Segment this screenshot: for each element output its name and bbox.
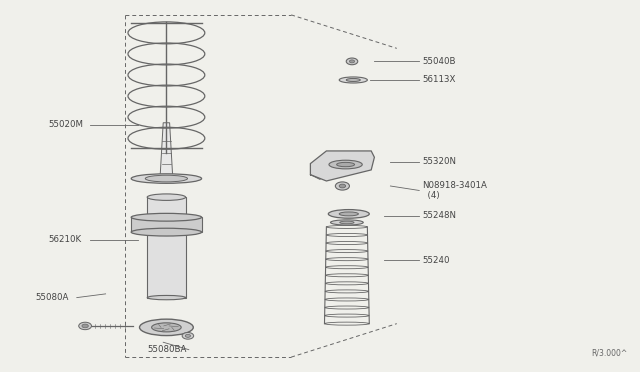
Text: 55248N: 55248N (422, 211, 456, 220)
Ellipse shape (145, 175, 188, 182)
Ellipse shape (330, 220, 364, 225)
Ellipse shape (147, 194, 186, 201)
Ellipse shape (339, 77, 367, 83)
Circle shape (339, 184, 346, 188)
Ellipse shape (346, 78, 360, 81)
Ellipse shape (329, 160, 362, 169)
Ellipse shape (131, 174, 202, 183)
Circle shape (349, 60, 355, 63)
Circle shape (79, 322, 92, 330)
Circle shape (346, 58, 358, 65)
Text: 55020M: 55020M (48, 120, 83, 129)
Text: 55080BA: 55080BA (147, 345, 187, 354)
Polygon shape (160, 123, 173, 179)
Text: N08918-3401A
  (4): N08918-3401A (4) (422, 181, 487, 200)
Text: 55040B: 55040B (422, 57, 456, 66)
Ellipse shape (131, 228, 202, 236)
Ellipse shape (328, 209, 369, 218)
Text: 55080A: 55080A (35, 293, 68, 302)
Text: 56210K: 56210K (48, 235, 81, 244)
Ellipse shape (340, 221, 354, 224)
Ellipse shape (339, 212, 358, 216)
Text: 55240: 55240 (422, 256, 450, 265)
Polygon shape (310, 151, 374, 181)
Circle shape (335, 182, 349, 190)
Polygon shape (131, 217, 202, 232)
Text: 55320N: 55320N (422, 157, 456, 166)
Text: R/3.000^: R/3.000^ (591, 348, 627, 357)
Ellipse shape (131, 214, 202, 221)
Ellipse shape (152, 323, 181, 332)
Text: 56113X: 56113X (422, 76, 456, 84)
Circle shape (82, 324, 88, 328)
Circle shape (182, 333, 194, 339)
Polygon shape (147, 197, 186, 298)
Ellipse shape (337, 162, 355, 167)
Ellipse shape (140, 319, 193, 336)
Ellipse shape (147, 295, 186, 300)
Circle shape (186, 334, 191, 337)
